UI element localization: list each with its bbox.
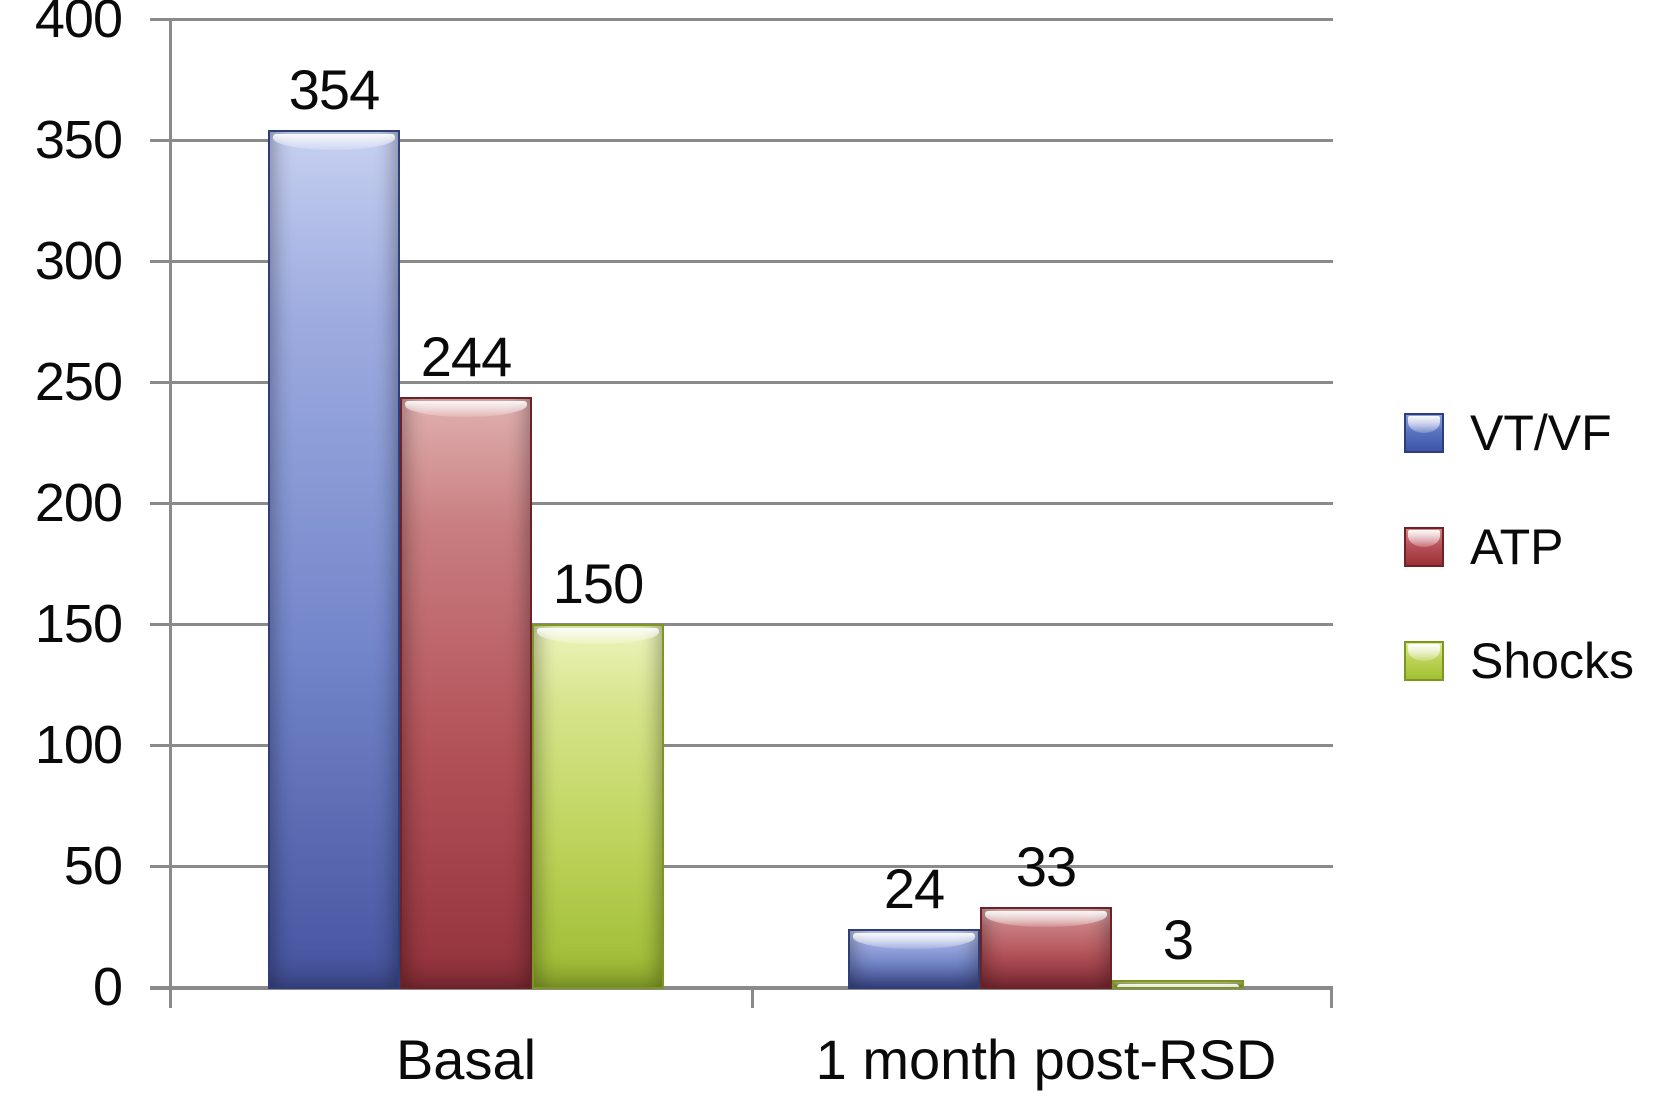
y-tick-label-350: 350 [34,110,123,170]
y-tick-label-400: 400 [34,0,123,49]
y-tick-label-50: 50 [63,836,123,896]
legend-item-vtvf: VT/VF [1404,408,1634,458]
bar-vt-vf-basal [268,130,400,989]
gridline-50 [150,864,1333,868]
gridline-150 [150,622,1333,626]
legend-label-atp: ATP [1470,519,1564,575]
y-tick-label-200: 200 [34,473,123,533]
bar-shocks-basal [532,624,664,989]
gridline-350 [150,138,1333,142]
y-tick-label-100: 100 [34,715,123,775]
bar-shocks-1-month-post-rsd [1112,979,1244,989]
data-label-vt-vf-1-month-post-rsd: 24 [883,856,945,920]
gridline-300 [150,259,1333,263]
data-label-shocks-basal: 150 [552,552,644,615]
legend-label-shocks: Shocks [1470,633,1634,689]
legend: VT/VF ATP Shocks [1404,408,1634,686]
x-axis-category-tick-2 [1329,987,1333,1008]
bar-atp-basal [400,396,532,989]
x-axis-category-tick-1 [750,987,754,1008]
legend-item-shocks: Shocks [1404,636,1634,686]
bar-atp-1-month-post-rsd [980,907,1112,989]
x-category-label-1-month-post-rsd: 1 month post-RSD [815,1028,1277,1091]
data-label-vt-vf-basal: 354 [288,58,380,122]
y-axis-line [168,19,172,1008]
y-tick-label-300: 300 [34,231,123,291]
y-tick-label-250: 250 [34,352,123,412]
x-category-label-basal: Basal [395,1028,537,1091]
data-label-shocks-1-month-post-rsd: 3 [1162,907,1194,971]
legend-label-vtvf: VT/VF [1470,405,1612,461]
y-tick-label-0: 0 [92,957,123,1017]
bar-vt-vf-1-month-post-rsd [848,928,980,989]
gridline-100 [150,743,1333,747]
gridline-400 [150,17,1333,21]
y-tick-label-150: 150 [34,594,123,654]
x-axis-baseline [150,985,1333,990]
legend-item-atp: ATP [1404,522,1634,572]
gridline-200 [150,501,1333,505]
gridline-250 [150,380,1333,384]
legend-swatch-vtvf-icon [1404,413,1444,453]
data-label-atp-1-month-post-rsd: 33 [1015,835,1077,899]
data-label-atp-basal: 244 [420,324,512,388]
legend-swatch-shocks-icon [1404,641,1444,681]
legend-swatch-atp-icon [1404,527,1444,567]
